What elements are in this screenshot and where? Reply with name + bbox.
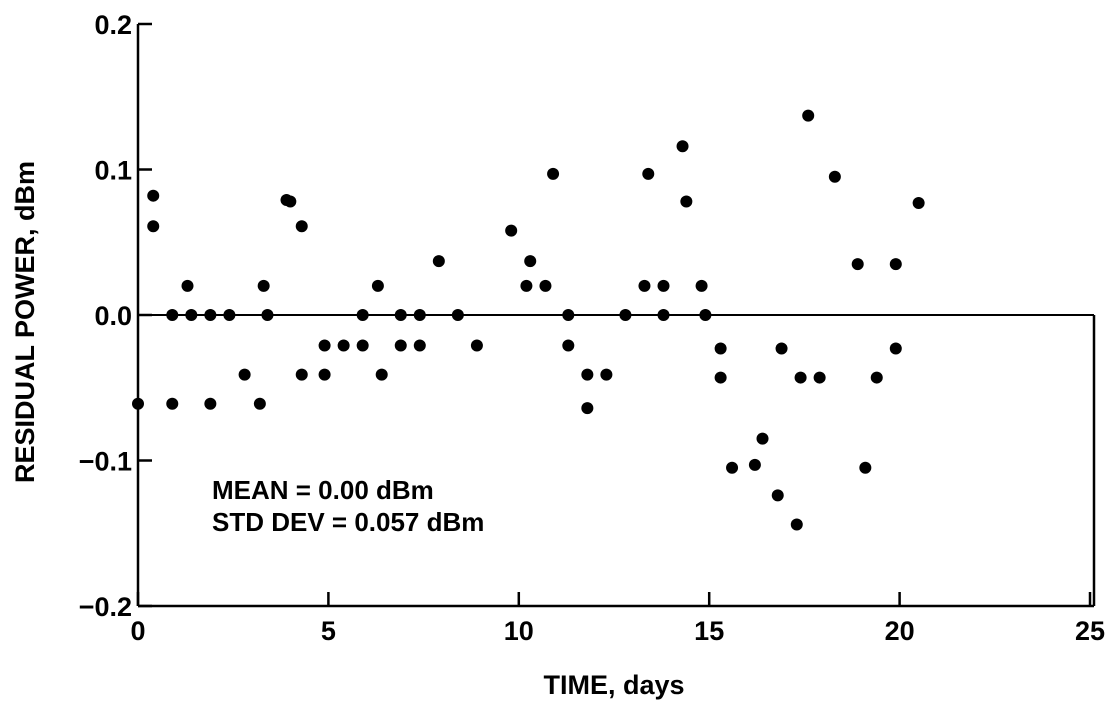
point [147, 189, 160, 202]
point [181, 279, 194, 292]
point [261, 309, 274, 321]
point [413, 309, 426, 321]
y-axis-label: RESIDUAL POWER, dBm [10, 161, 40, 483]
point [223, 309, 236, 321]
point [356, 339, 369, 352]
point [680, 195, 693, 208]
point [581, 368, 594, 381]
point [253, 397, 266, 410]
point [695, 279, 708, 292]
point [337, 339, 350, 352]
point [185, 309, 198, 321]
point [581, 402, 594, 415]
point [257, 279, 270, 292]
point [166, 309, 179, 321]
x-tick-label: 25 [1075, 616, 1105, 646]
point [889, 342, 902, 355]
point [714, 371, 727, 384]
point [790, 518, 803, 531]
y-tick-label: 0.0 [94, 301, 132, 331]
x-tick-label: 5 [321, 616, 336, 646]
point [470, 339, 483, 352]
point [828, 170, 841, 183]
point [539, 279, 552, 292]
x-tick-label: 0 [130, 616, 145, 646]
y-tick-label: −0.1 [79, 447, 132, 477]
point [851, 258, 864, 271]
point [394, 339, 407, 352]
point [147, 220, 160, 233]
point [295, 220, 308, 233]
point [889, 258, 902, 271]
point [132, 397, 144, 410]
point [547, 167, 560, 180]
point [657, 309, 670, 321]
point [676, 140, 689, 153]
point [562, 309, 575, 321]
point [204, 397, 217, 410]
point [748, 458, 761, 471]
y-tick-label: 0.2 [94, 10, 132, 40]
point [813, 371, 826, 384]
point [505, 224, 518, 237]
point [859, 461, 872, 474]
x-axis-label: TIME, days [543, 670, 684, 700]
point [912, 196, 925, 209]
x-tick-label: 20 [885, 616, 915, 646]
point [204, 309, 217, 321]
x-tick-label: 15 [694, 616, 724, 646]
point [699, 309, 712, 321]
point [775, 342, 788, 355]
point [375, 368, 388, 381]
point [642, 167, 655, 180]
point [432, 255, 445, 268]
x-tick-label: 10 [504, 616, 534, 646]
y-tick-label: −0.2 [79, 592, 132, 622]
point [870, 371, 883, 384]
point [794, 371, 807, 384]
point [295, 368, 308, 381]
point [771, 489, 784, 502]
point [238, 368, 251, 381]
point [394, 309, 407, 321]
point [619, 309, 632, 321]
point [638, 279, 651, 292]
point [714, 342, 727, 355]
point [802, 109, 815, 122]
point [726, 461, 739, 474]
point [756, 432, 769, 445]
point [356, 309, 369, 321]
point [520, 279, 533, 292]
point [318, 368, 331, 381]
point [524, 255, 537, 268]
y-tick-label: 0.1 [94, 156, 132, 186]
point [562, 339, 575, 352]
point [371, 279, 384, 292]
annotation: STD DEV = 0.057 dBm [212, 507, 484, 537]
point [284, 195, 297, 208]
annotation: MEAN = 0.00 dBm [212, 475, 434, 505]
point [657, 279, 670, 292]
point [166, 397, 179, 410]
point [413, 339, 426, 352]
point [318, 339, 331, 352]
point [600, 368, 613, 381]
point [451, 309, 464, 321]
